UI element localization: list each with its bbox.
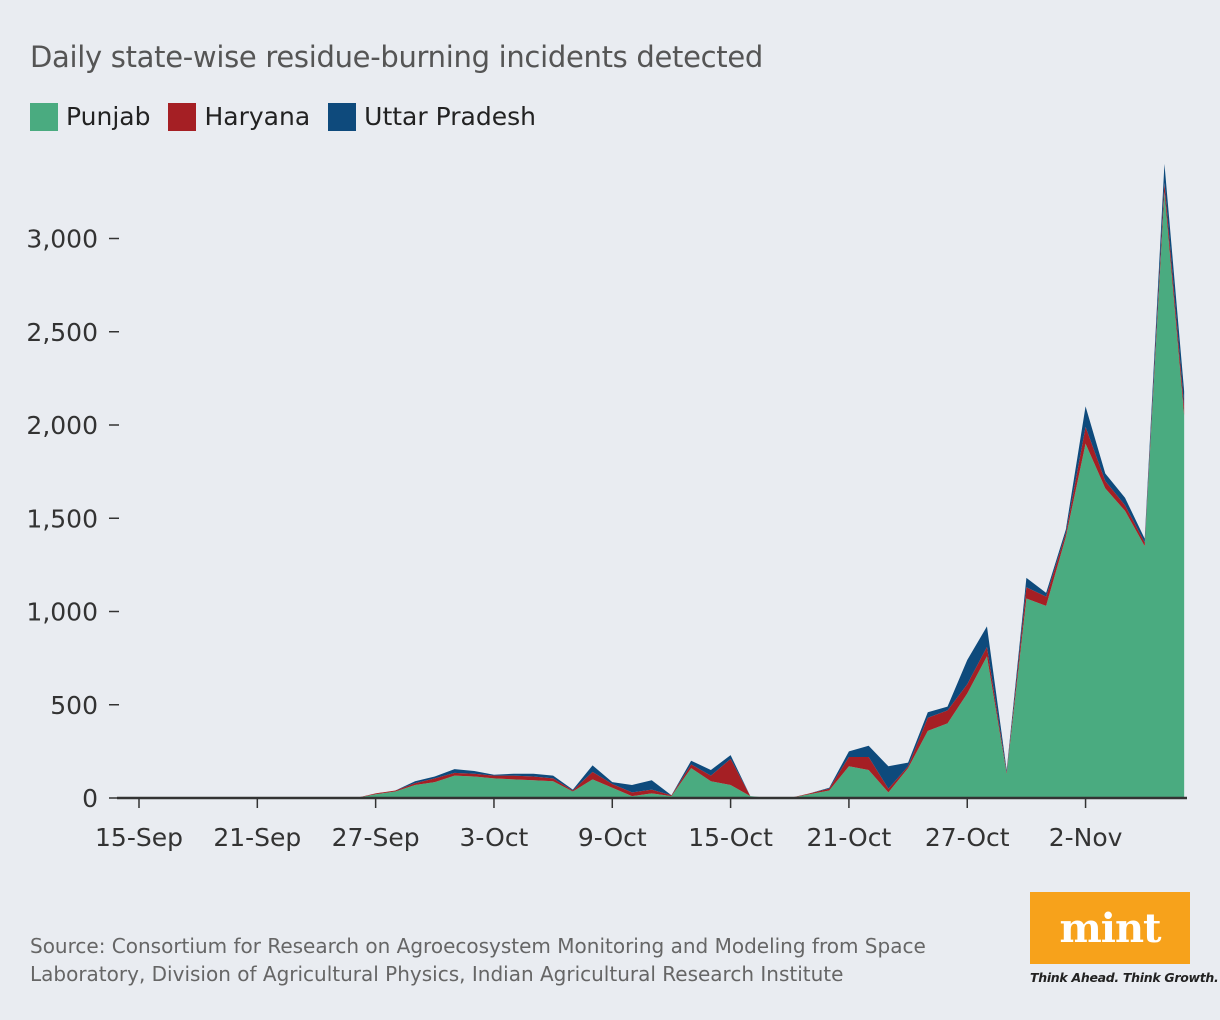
y-tick-label: 0 bbox=[82, 784, 98, 813]
y-tick-label: 1,000 bbox=[26, 598, 98, 627]
legend-item-punjab: Punjab bbox=[30, 102, 150, 131]
area-series-punjab bbox=[139, 191, 1185, 798]
y-tick-label: 1,500 bbox=[26, 504, 98, 533]
logo-tagline: Think Ahead. Think Growth. bbox=[1030, 970, 1219, 985]
x-tick-label: 21-Sep bbox=[213, 823, 301, 852]
y-tick-label: 500 bbox=[50, 691, 98, 720]
legend-swatch-uttar-pradesh bbox=[328, 102, 357, 131]
chart-title: Daily state-wise residue-burning inciden… bbox=[30, 40, 763, 74]
legend-swatch-haryana bbox=[168, 102, 197, 131]
legend-label-uttar-pradesh: Uttar Pradesh bbox=[364, 102, 536, 131]
legend-item-haryana: Haryana bbox=[168, 102, 310, 131]
logo-wordmark: mint bbox=[1030, 892, 1190, 964]
chart-legend: Punjab Haryana Uttar Pradesh bbox=[30, 102, 536, 131]
x-tick-label: 21-Oct bbox=[807, 823, 892, 852]
y-tick-label: 2,500 bbox=[26, 318, 98, 347]
mint-logo: mint Think Ahead. Think Growth. bbox=[1030, 892, 1219, 985]
x-tick-label: 15-Sep bbox=[95, 823, 183, 852]
x-tick-label: 27-Sep bbox=[332, 823, 420, 852]
source-note: Source: Consortium for Research on Agroe… bbox=[30, 934, 926, 986]
x-tick-label: 3-Oct bbox=[460, 823, 529, 852]
y-tick-label: 2,000 bbox=[26, 411, 98, 440]
x-tick-label: 2-Nov bbox=[1049, 823, 1123, 852]
y-tick-label: 3,000 bbox=[26, 225, 98, 254]
legend-swatch-punjab bbox=[30, 102, 58, 131]
legend-label-haryana: Haryana bbox=[204, 102, 311, 131]
area-chart: 0 500 1,000 1,500 2,000 2,500 3,000 15-Sep 21-Se… bbox=[26, 163, 1187, 852]
x-tick-label: 27-Oct bbox=[925, 823, 1010, 852]
legend-label-punjab: Punjab bbox=[66, 102, 151, 131]
x-tick-label: 15-Oct bbox=[688, 823, 773, 852]
x-tick-label: 9-Oct bbox=[578, 823, 647, 852]
legend-item-uttar-pradesh: Uttar Pradesh bbox=[328, 102, 536, 131]
